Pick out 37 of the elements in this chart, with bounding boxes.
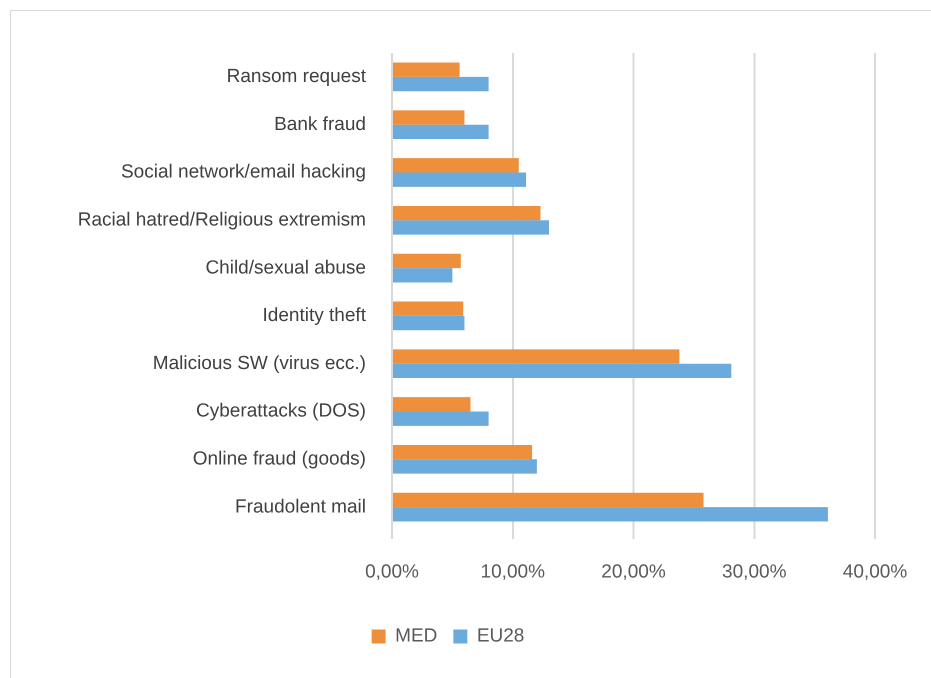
bar — [393, 492, 704, 508]
y-tick-label: Cyberattacks (DOS) — [196, 400, 366, 422]
y-tick-label: Racial hatred/Religious extremism — [78, 210, 366, 231]
bar — [393, 459, 537, 474]
y-tick-label: Child/sexual abuse — [205, 257, 366, 278]
bar — [393, 397, 470, 412]
x-tick-label: 30,00% — [722, 562, 787, 583]
y-tick-label: Social network/email hacking — [120, 162, 366, 183]
y-tick-label: Fraudolent mail — [235, 496, 366, 518]
bar — [393, 349, 680, 364]
bar — [393, 412, 489, 426]
bar — [393, 172, 526, 187]
x-tick-label: 0,00% — [365, 562, 420, 583]
legend-label: EU28 — [476, 626, 524, 647]
bar — [393, 302, 464, 316]
bar — [393, 316, 464, 330]
y-tick-label: Ransom request — [226, 66, 367, 88]
y-tick-label: Malicious SW (virus ecc.) — [152, 352, 366, 374]
x-tick-label: 40,00% — [842, 562, 908, 583]
x-tick-label: 10,00% — [480, 562, 546, 583]
x-tick-label: 20,00% — [601, 562, 666, 583]
bar — [393, 444, 532, 460]
bar — [393, 507, 828, 522]
bar — [393, 254, 461, 268]
bar — [393, 364, 732, 378]
bar — [393, 268, 452, 282]
bar — [393, 220, 549, 235]
y-tick-label: Bank fraud — [274, 114, 366, 135]
bar — [393, 76, 489, 92]
bar — [393, 124, 489, 140]
y-tick-label: Identity theft — [262, 305, 367, 326]
bar — [393, 158, 519, 172]
bar — [393, 206, 541, 220]
bar — [393, 110, 464, 125]
y-tick-label: Online fraud (goods) — [192, 448, 366, 470]
legend-label: MED — [395, 626, 438, 647]
bar — [393, 62, 460, 77]
